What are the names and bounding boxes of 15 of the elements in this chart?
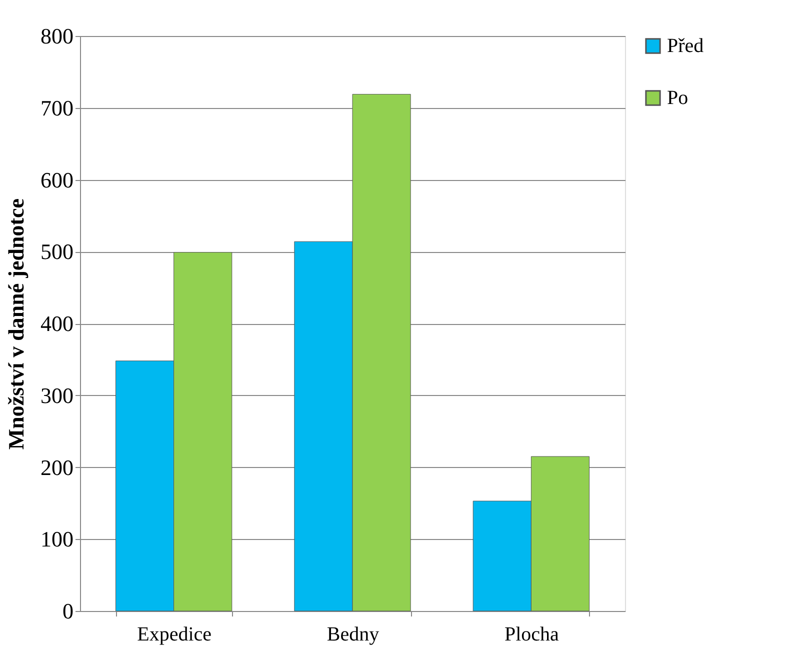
y-tick-label: 400: [40, 311, 74, 336]
x-tick-label: Bedny: [326, 624, 380, 646]
y-tick-label: 500: [40, 239, 74, 264]
x-tick-label: Plocha: [504, 624, 560, 646]
y-tick-label: 700: [40, 95, 74, 120]
y-tick-label: 600: [40, 167, 74, 192]
legend-label: Před: [667, 35, 704, 57]
y-tick-label: 0: [62, 598, 74, 624]
y-tick-label: 300: [40, 382, 74, 408]
legend-label: Po: [667, 87, 688, 109]
y-tick-label: 100: [40, 526, 74, 552]
y-axis-title: Množství v danné jednotce: [4, 198, 28, 450]
y-tick-label: 800: [40, 24, 74, 48]
y-tick-label: 200: [40, 454, 74, 480]
x-tick-label: Expedice: [137, 624, 212, 646]
